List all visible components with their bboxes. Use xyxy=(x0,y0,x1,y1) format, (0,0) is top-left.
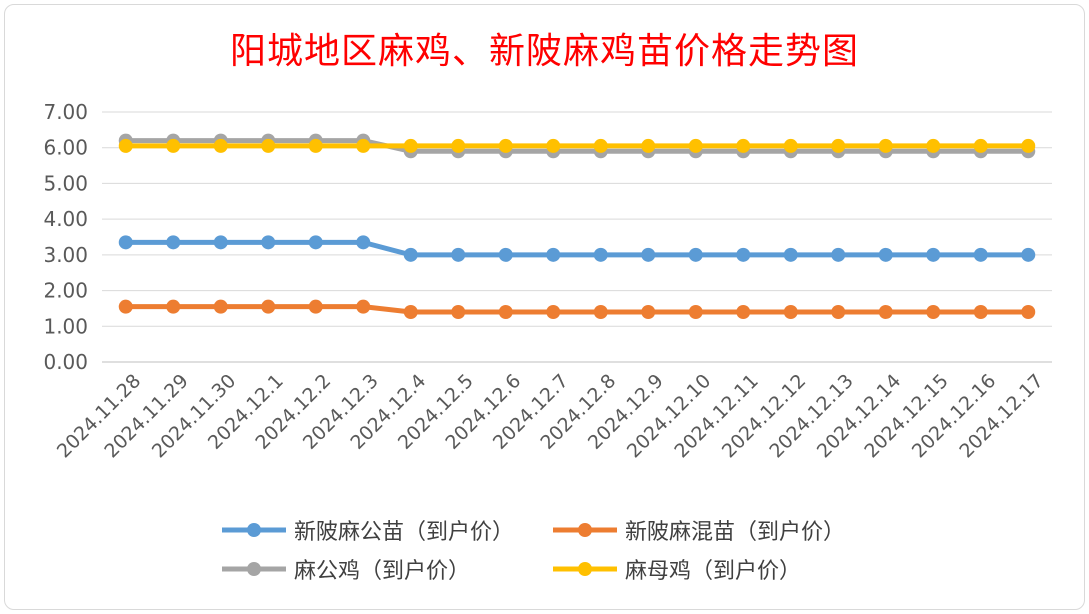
data-point-1 xyxy=(546,305,561,319)
legend-swatch-3 xyxy=(553,562,617,576)
y-tick-label: 1.00 xyxy=(43,314,88,338)
data-point-3 xyxy=(498,138,513,153)
series-line-2 xyxy=(123,138,1031,154)
data-point-1 xyxy=(783,305,798,319)
legend-item-0: 新陂麻公苗（到户价） xyxy=(222,516,515,545)
data-point-0 xyxy=(1021,247,1036,262)
y-tick-label: 5.00 xyxy=(43,171,88,195)
legend-label-3: 麻母鸡（到户价） xyxy=(625,559,802,584)
data-point-0 xyxy=(308,235,323,250)
data-point-0 xyxy=(498,247,513,262)
data-point-1 xyxy=(973,305,988,319)
data-point-1 xyxy=(1021,305,1036,319)
data-point-1 xyxy=(308,299,323,314)
legend-swatch-2 xyxy=(222,562,286,576)
data-point-0 xyxy=(783,247,798,262)
data-point-3 xyxy=(973,138,988,153)
data-point-1 xyxy=(451,305,466,319)
data-point-0 xyxy=(213,235,228,250)
data-point-0 xyxy=(593,247,608,262)
data-point-1 xyxy=(403,305,418,319)
legend-label-0: 新陂麻公苗（到户价） xyxy=(294,520,515,545)
data-point-0 xyxy=(166,235,181,250)
y-tick-label: 0.00 xyxy=(43,350,88,374)
data-point-1 xyxy=(831,305,846,319)
legend-label-1: 新陂麻混苗（到户价） xyxy=(625,520,846,545)
data-point-0 xyxy=(356,235,371,250)
data-point-0 xyxy=(451,247,466,262)
data-point-0 xyxy=(403,247,418,262)
data-point-3 xyxy=(831,138,846,153)
data-point-3 xyxy=(261,138,276,153)
legend-swatch-1 xyxy=(553,523,617,537)
data-point-0 xyxy=(736,247,751,262)
y-tick-label: 4.00 xyxy=(43,207,88,231)
data-point-0 xyxy=(926,247,941,262)
data-point-0 xyxy=(261,235,276,250)
data-point-3 xyxy=(593,138,608,153)
data-point-0 xyxy=(831,247,846,262)
legend-label-2: 麻公鸡（到户价） xyxy=(294,559,471,584)
chart-title: 阳城地区麻鸡、新陂麻鸡苗价格走势图 xyxy=(229,31,859,72)
data-point-1 xyxy=(688,305,703,319)
legend-item-3: 麻母鸡（到户价） xyxy=(553,555,802,584)
y-tick-label: 3.00 xyxy=(43,243,88,267)
data-point-3 xyxy=(166,138,181,153)
data-point-1 xyxy=(118,299,133,314)
data-point-1 xyxy=(261,299,276,314)
data-point-1 xyxy=(356,299,371,314)
series-line-0 xyxy=(123,239,1031,258)
data-point-1 xyxy=(213,299,228,314)
data-point-1 xyxy=(641,305,656,319)
data-point-0 xyxy=(546,247,561,262)
data-point-0 xyxy=(118,235,133,250)
data-point-3 xyxy=(356,138,371,153)
data-point-1 xyxy=(926,305,941,319)
data-point-3 xyxy=(546,138,561,153)
data-point-3 xyxy=(308,138,323,153)
data-point-3 xyxy=(118,138,133,153)
data-point-3 xyxy=(878,138,893,153)
legend-item-1: 新陂麻混苗（到户价） xyxy=(553,516,846,545)
y-tick-label: 6.00 xyxy=(43,136,88,160)
data-point-0 xyxy=(973,247,988,262)
data-point-1 xyxy=(593,305,608,319)
y-tick-label: 2.00 xyxy=(43,279,88,303)
data-point-3 xyxy=(403,138,418,153)
data-point-0 xyxy=(688,247,703,262)
data-point-1 xyxy=(736,305,751,319)
data-point-3 xyxy=(688,138,703,153)
data-point-0 xyxy=(878,247,893,262)
legend-item-2: 麻公鸡（到户价） xyxy=(222,555,471,584)
data-point-3 xyxy=(736,138,751,153)
data-point-3 xyxy=(213,138,228,153)
data-point-3 xyxy=(926,138,941,153)
series-line-1 xyxy=(123,304,1031,315)
data-point-3 xyxy=(641,138,656,153)
legend-swatch-0 xyxy=(222,523,286,537)
data-point-0 xyxy=(641,247,656,262)
data-point-3 xyxy=(451,138,466,153)
data-point-3 xyxy=(1021,138,1036,153)
data-point-1 xyxy=(498,305,513,319)
data-point-1 xyxy=(878,305,893,319)
data-point-3 xyxy=(783,138,798,153)
data-point-1 xyxy=(166,299,181,314)
y-tick-label: 7.00 xyxy=(43,100,88,124)
